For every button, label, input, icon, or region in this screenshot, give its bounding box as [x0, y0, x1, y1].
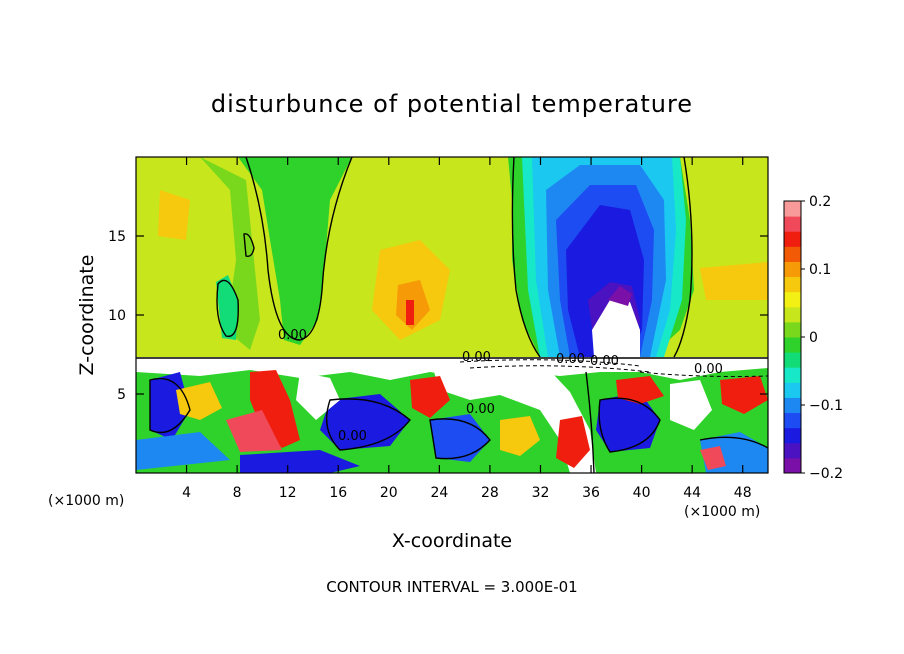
colorbar-swatch [784, 427, 801, 444]
y-tick-label: 15 [108, 229, 126, 245]
contour-line [673, 157, 693, 358]
colorbar-swatch [784, 291, 801, 308]
colorbar-swatch [784, 367, 801, 383]
x-axis-label: X-coordinate [392, 530, 512, 552]
field-region [238, 157, 352, 345]
field-region [176, 382, 222, 420]
field-region [216, 275, 238, 340]
field-region [670, 380, 712, 430]
colorbar-swatch [784, 276, 801, 293]
field-region [616, 376, 664, 404]
field-region [406, 300, 414, 325]
x-tick-label: 44 [683, 485, 701, 501]
field-region [608, 286, 632, 306]
y-axis: 5 10 15 [108, 229, 768, 403]
contour-line [245, 157, 353, 341]
colorbar-tick-label: −0.1 [809, 398, 843, 414]
contour-line [243, 233, 255, 258]
colorbar-swatch [784, 457, 801, 474]
contour-label: 0.00 [338, 429, 367, 444]
contour-line [598, 397, 661, 453]
contour-line [216, 279, 239, 338]
x-tick-label: 32 [532, 485, 550, 501]
contour-label: 0.00 [462, 350, 491, 365]
contour-line [699, 436, 768, 449]
field-region [592, 300, 640, 357]
contour-label: 0.00 [694, 362, 723, 377]
x-unit-left: (×1000 m) [48, 493, 124, 509]
colorbar-swatch [784, 412, 801, 429]
x-tick-label: 28 [481, 485, 499, 501]
contour-line [511, 157, 541, 358]
field-region [240, 450, 360, 473]
colorbar-swatch [784, 216, 801, 232]
y-axis-label: Z-coordinate [76, 255, 98, 376]
contour-line [469, 365, 651, 373]
colorbar-tick-label: 0.1 [809, 262, 831, 278]
field-region [320, 394, 410, 450]
contour-line [326, 398, 411, 451]
heatmap-field [136, 157, 768, 473]
x-unit-right: (×1000 m) [684, 504, 760, 520]
x-tick-label: 40 [633, 485, 651, 501]
x-tick-label: 24 [430, 485, 448, 501]
colorbar-swatch [784, 231, 801, 247]
field-region [200, 157, 260, 350]
colorbar-tick-label: 0.2 [809, 194, 831, 210]
x-tick-label: 4 [182, 485, 191, 501]
field-region [296, 372, 340, 420]
x-tick-label: 20 [380, 485, 398, 501]
colorbar-tick-label: −0.2 [809, 466, 843, 482]
x-tick-label: 36 [582, 485, 600, 501]
field-region [430, 360, 596, 473]
colorbar-swatch [784, 201, 801, 217]
colorbar-swatch [784, 397, 801, 414]
field-region [596, 392, 660, 452]
x-tick-label: 48 [734, 485, 752, 501]
field-region [226, 410, 282, 452]
colorbar-swatch [784, 442, 801, 459]
colorbar-tick-label: 0 [809, 330, 818, 346]
x-tick-label: 12 [279, 485, 297, 501]
contour-interval-note: CONTOUR INTERVAL = 3.000E-01 [326, 578, 577, 596]
field-region [500, 416, 540, 456]
contour-line [639, 371, 768, 377]
colorbar-swatch [784, 352, 801, 368]
contour-line [585, 371, 595, 473]
x-tick-label: 16 [329, 485, 347, 501]
colorbar-swatch [784, 246, 801, 262]
field-region [720, 376, 768, 414]
contour-line [459, 359, 641, 367]
contour-line [429, 418, 491, 460]
field-region [136, 432, 230, 470]
field-region [410, 376, 450, 418]
chart-title: disturbunce of potential temperature [211, 90, 693, 118]
contour-label: 0.00 [590, 354, 619, 369]
colorbar-swatch [784, 306, 801, 323]
colorbar-swatch [784, 382, 801, 398]
field-region [158, 190, 190, 240]
contour-label: 0.00 [556, 352, 585, 367]
colorbar-swatch [784, 261, 801, 278]
y-tick-label: 10 [108, 308, 126, 324]
colorbar-swatch [784, 321, 801, 338]
contour-label: 0.00 [466, 402, 495, 417]
x-tick-label: 8 [233, 485, 242, 501]
x-axis: 4 8 12 16 20 24 28 32 36 40 44 48 [182, 157, 752, 501]
field-region [700, 262, 768, 300]
contour-line [149, 378, 191, 434]
colorbar-swatch [784, 337, 801, 353]
y-tick-label: 5 [117, 387, 126, 403]
colorbar: 0.2 0.1 0 −0.1 −0.2 [783, 194, 843, 482]
field-region [556, 416, 590, 468]
field-region [700, 446, 726, 470]
contour-label: 0.00 [278, 328, 307, 343]
